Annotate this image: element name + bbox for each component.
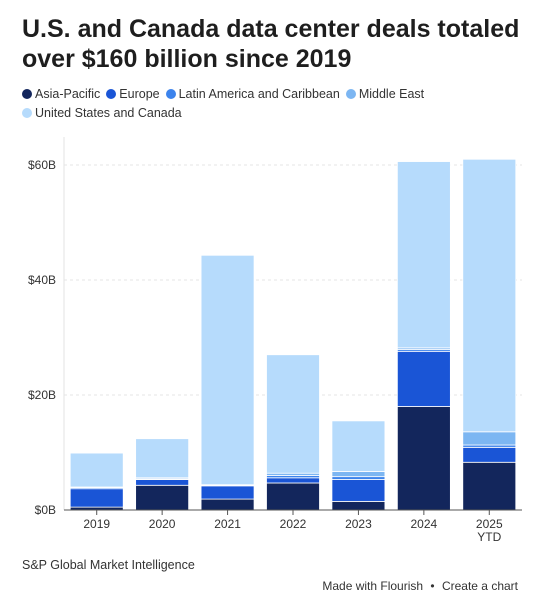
bar-segment xyxy=(266,477,320,484)
bar-segment xyxy=(396,161,451,349)
legend-label: Latin America and Caribbean xyxy=(178,87,340,101)
bar-segment xyxy=(331,471,386,478)
y-tick-label: $40B xyxy=(28,273,56,287)
bar-segment xyxy=(331,479,386,502)
legend-item: Middle East xyxy=(345,85,425,103)
bar-segment xyxy=(331,476,386,480)
x-tick-label: 2022 xyxy=(280,517,307,531)
x-tick-label: 2023 xyxy=(345,517,372,531)
create-chart-link[interactable]: Create a chart xyxy=(441,579,518,593)
legend: Asia-Pacific Europe Latin America and Cari… xyxy=(22,85,522,123)
bar-segment xyxy=(462,431,517,446)
legend-label: United States and Canada xyxy=(35,106,182,120)
y-tick-label: $60B xyxy=(28,158,56,172)
bar-segment xyxy=(331,420,386,472)
source-note: S&P Global Market Intelligence xyxy=(22,558,195,572)
x-tick-label: 2020 xyxy=(149,517,176,531)
x-tick-label: 2019 xyxy=(83,517,110,531)
legend-swatch xyxy=(165,89,176,99)
x-tick-label: 2024 xyxy=(411,517,438,531)
legend-label: Europe xyxy=(119,87,160,101)
legend-item: Europe xyxy=(106,85,160,103)
bar-segment xyxy=(331,500,386,511)
axis-layer: $0B $20B $40B $60B 2019 2020 2021 2022 2023 2024 2… xyxy=(28,137,522,544)
x-tick-label: 2025 YTD xyxy=(476,517,503,544)
bar-segment xyxy=(200,254,255,486)
chart-title: U.S. and Canada data center deals totale… xyxy=(22,15,520,73)
bar-segment xyxy=(135,438,190,479)
bar-segment xyxy=(135,479,190,486)
bar-segment xyxy=(462,446,517,463)
legend-item: Latin America and Caribbean xyxy=(165,85,340,103)
legend-swatch xyxy=(106,89,117,99)
bar-segment xyxy=(200,485,255,500)
bar-segment xyxy=(396,406,451,511)
y-tick-label: $0B xyxy=(35,503,56,517)
y-tick-label: $20B xyxy=(28,388,56,402)
bar-segment xyxy=(462,461,517,511)
made-with-flourish-link[interactable]: Made with Flourish xyxy=(322,579,424,593)
legend-item: United States and Canada xyxy=(22,104,182,122)
legend-item: Asia-Pacific xyxy=(22,85,100,103)
x-tick-label: 2021 xyxy=(214,517,241,531)
bar-segment xyxy=(462,158,517,433)
footer: Made with Flourish • Create a chart xyxy=(320,579,520,593)
legend-swatch xyxy=(22,89,32,99)
bar-segment xyxy=(396,350,451,407)
bar-segment xyxy=(69,488,124,508)
bars-layer xyxy=(69,158,517,511)
bar-segment xyxy=(69,452,124,488)
bar-segment xyxy=(135,484,190,511)
legend-label: Asia-Pacific xyxy=(35,87,101,101)
legend-label: Middle East xyxy=(358,87,425,101)
bar-segment xyxy=(266,354,320,474)
stacked-bar-chart: $0B $20B $40B $60B 2019 2020 2021 2022 2023 2024 2… xyxy=(28,137,522,544)
legend-swatch xyxy=(22,108,32,118)
bar-segment xyxy=(200,498,255,511)
footer-separator: • xyxy=(430,579,435,593)
legend-swatch xyxy=(345,89,356,99)
bar-segment xyxy=(266,482,320,511)
